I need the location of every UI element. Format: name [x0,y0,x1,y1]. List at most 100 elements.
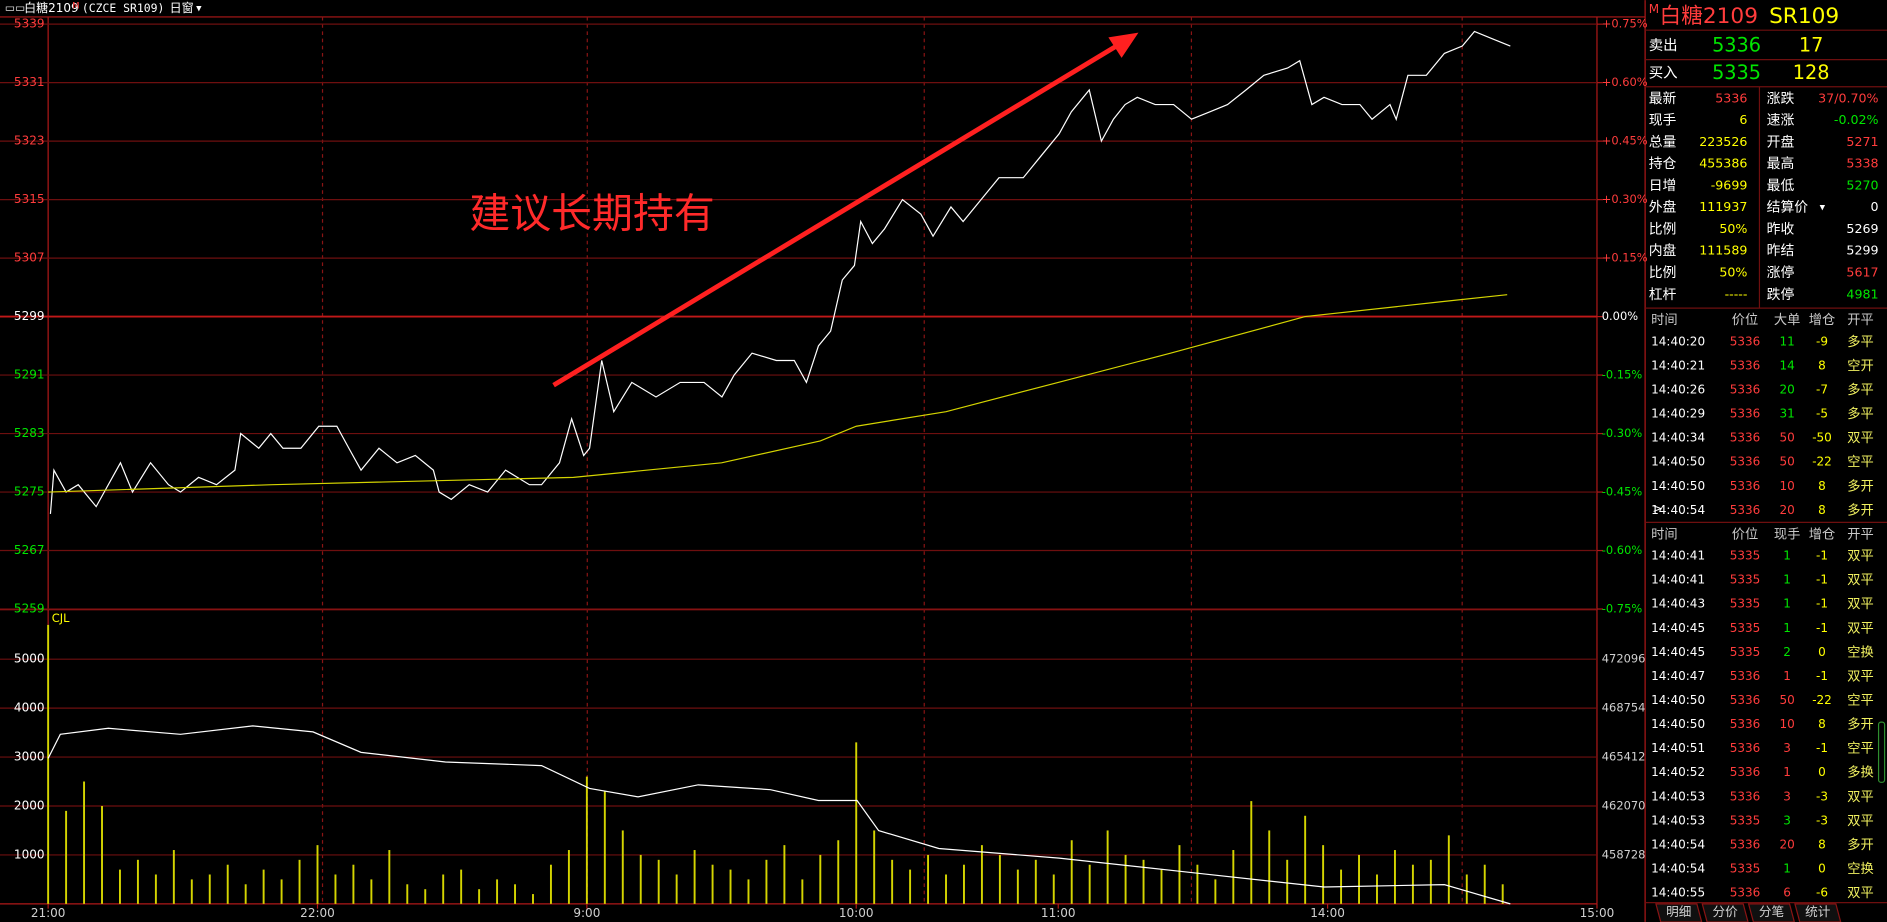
tab-label[interactable]: 分笔 [1759,904,1784,919]
tick-oi: -7 [1816,382,1828,396]
tick-price: 5336 [1730,407,1761,421]
tick-qty: 50 [1779,431,1794,445]
quote-label: 结算价 [1767,200,1809,216]
quote-value: 50% [1719,265,1747,280]
tick-qty: 1 [1783,669,1791,683]
tick-oi: 0 [1818,645,1826,659]
y2-tick-label: +0.45% [1602,134,1648,148]
volume-bar [1358,854,1360,904]
window-menu-arrow[interactable]: ▾ [196,2,202,15]
volume-bar [1429,859,1432,904]
tick-time: 14:40:55 [1651,886,1705,900]
quote-label: 昨收 [1767,221,1795,237]
volume-bar [639,854,642,904]
tick-price: 5336 [1730,503,1761,517]
volume-bar [801,879,804,904]
quote-value: 455386 [1699,156,1747,171]
tick-qty: 1 [1783,621,1791,635]
quote-label: 涨停 [1767,264,1795,281]
volume-bar [119,869,121,904]
y-tick-label: 1000 [14,847,45,861]
tick-type: 空平 [1847,741,1873,757]
tick-type: 空开 [1847,358,1873,374]
volume-bar [370,879,373,904]
window-menu[interactable]: 日窗 [170,1,194,15]
tick-qty: 1 [1783,597,1791,611]
volume-bar [514,884,516,904]
tick-oi: -6 [1816,886,1828,900]
quote-label: 最低 [1767,178,1795,194]
quote-value: 5299 [1846,243,1878,258]
quote-label: 最高 [1767,155,1795,172]
y2-tick-label: -0.15% [1602,368,1643,382]
tick-time: 14:40:45 [1651,645,1705,659]
tick-qty: 1 [1783,765,1791,779]
volume-bar [478,889,481,904]
tick-oi: -1 [1816,597,1828,611]
column-header: 现手 [1774,526,1800,542]
y-tick-label: 5291 [14,368,45,382]
tick-type: 多开 [1847,477,1873,494]
volume-bar [208,874,211,904]
tick-oi: -1 [1816,621,1828,635]
volume-bar [1286,859,1289,904]
y-tick-label: 5000 [14,652,45,666]
quote-label: 日增 [1649,178,1677,194]
volume-bar [1106,830,1109,904]
volume-bar [891,859,894,904]
quote-label: 涨跌 [1767,91,1795,107]
series-line [47,725,1511,905]
y2-tick-label: +0.75% [1602,17,1648,31]
tick-time: 14:40:53 [1651,789,1705,803]
tick-price: 5336 [1730,669,1761,683]
column-header: 增仓 [1809,526,1835,542]
scrollbar[interactable] [1877,721,1886,783]
annotation: 建议长期持有 [469,190,714,238]
book-label: 买入 [1649,64,1678,81]
tick-price: 5336 [1730,382,1761,396]
tick-price: 5336 [1730,334,1761,348]
tick-price: 5335 [1730,813,1761,827]
tick-type: 多平 [1847,333,1873,350]
tab-label[interactable]: 分价 [1713,904,1739,919]
tick-type: 多平 [1847,405,1873,422]
volume-bar [747,879,750,904]
contract-title: 白糖2109 [24,0,79,15]
volume-bar [1376,874,1378,904]
tick-qty: 11 [1779,334,1794,348]
tick-price: 5336 [1730,886,1761,900]
pane-label: CJL [52,611,70,625]
volume-bar [1016,869,1019,904]
tick-time: 14:40:54 [1651,837,1705,851]
tick-price: 5335 [1730,621,1761,635]
tick-price: 5336 [1730,693,1761,707]
y2-tick-label: -0.45% [1602,485,1643,499]
volume-bar [1196,864,1199,904]
volume-bar [1483,864,1486,904]
tick-oi: -50 [1812,431,1832,445]
quote-value: 0 [1871,199,1879,214]
volume-bar [998,854,1001,904]
tick-time: 14:40:34 [1651,431,1705,445]
volume-bar [406,884,409,904]
y2-tick-label: 468754 [1602,701,1646,715]
volume-bar [190,879,193,904]
tick-price: 5335 [1730,549,1761,563]
tick-qty: 10 [1779,479,1794,493]
quote-label: 现手 [1649,113,1677,129]
y-tick-label: 2000 [14,798,45,812]
tick-price: 5335 [1730,597,1761,611]
volume-bar [424,889,427,904]
quote-label: 外盘 [1649,199,1677,216]
tick-oi: 8 [1818,358,1826,372]
x-tick-label: 21:00 [31,906,66,920]
tab-label[interactable]: 统计 [1805,904,1831,919]
tick-price: 5336 [1730,837,1761,851]
quote-label: 速涨 [1767,113,1795,129]
annotation-arrowhead [1108,32,1139,58]
x-tick-label: 11:00 [1041,906,1076,920]
tab-label[interactable]: 明细 [1666,904,1691,919]
tick-qty: 3 [1783,813,1791,827]
quote-code: SR109 [1769,4,1839,29]
